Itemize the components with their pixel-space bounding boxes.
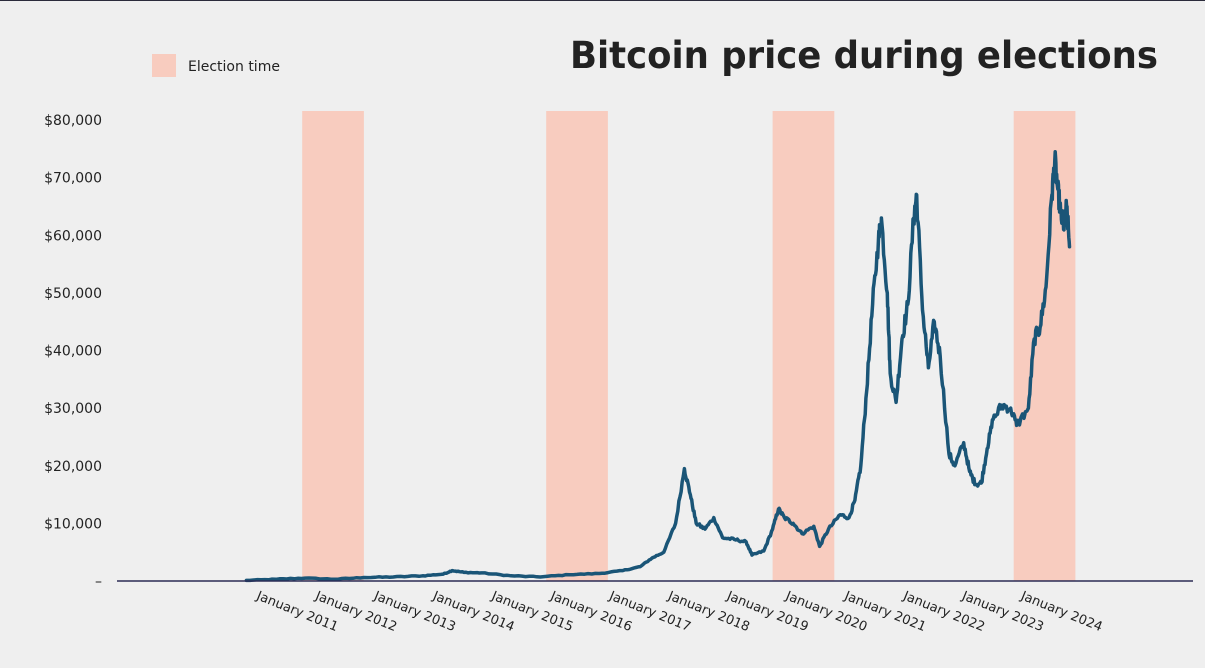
y-tick-label: $60,000 — [44, 228, 102, 244]
election-bands — [302, 111, 1076, 581]
y-tick-label: $30,000 — [44, 401, 102, 417]
chart-title: Bitcoin price during elections — [570, 34, 1158, 77]
y-tick-label: $40,000 — [44, 344, 102, 360]
y-tick-label: $10,000 — [44, 516, 102, 532]
legend-label: Election time — [188, 59, 280, 75]
y-tick-label: $70,000 — [44, 171, 102, 187]
y-tick-label: – — [95, 574, 102, 590]
y-tick-label: $50,000 — [44, 286, 102, 302]
election-band-3 — [772, 111, 835, 581]
y-tick-label: $20,000 — [44, 459, 102, 475]
legend-swatch — [152, 54, 176, 77]
election-band-2 — [546, 111, 608, 581]
y-axis-tick-labels: – $10,000 $20,000 $30,000 $40,000 $50,000 $60,… — [44, 113, 102, 590]
price-line-layer — [244, 149, 1072, 583]
y-tick-label: $80,000 — [44, 113, 102, 129]
election-band-4 — [1013, 111, 1076, 581]
price-line — [244, 149, 1072, 583]
election-band-1 — [302, 111, 364, 581]
